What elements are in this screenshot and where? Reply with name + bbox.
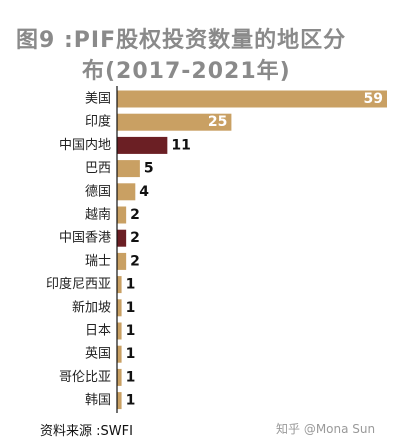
value-label-7: 2: [130, 253, 140, 269]
value-label-5: 2: [130, 207, 140, 223]
bar-4: [117, 183, 136, 201]
value-label-3: 5: [144, 161, 154, 177]
value-label-0: 59: [364, 91, 383, 107]
value-label-4: 4: [139, 184, 149, 200]
category-label-12: 哥伦比亚: [59, 370, 111, 385]
bar-7: [117, 252, 127, 270]
category-label-3: 巴西: [85, 161, 111, 176]
category-label-10: 日本: [85, 324, 111, 339]
category-label-8: 印度尼西亚: [46, 276, 111, 292]
bar-5: [117, 206, 127, 224]
category-label-4: 德国: [85, 184, 111, 199]
watermark: 知乎 @Mona Sun: [276, 422, 376, 436]
bar-3: [117, 160, 140, 178]
value-label-2: 11: [171, 137, 190, 153]
bar-2: [117, 136, 168, 154]
value-label-13: 1: [126, 393, 136, 409]
category-label-0: 美国: [85, 92, 111, 107]
category-label-2: 中国内地: [59, 137, 111, 153]
category-label-11: 英国: [85, 347, 111, 362]
category-label-6: 中国香港: [59, 231, 111, 246]
chart-title-line-2: 布(2017-2021年): [82, 59, 291, 84]
source-note: 资料来源 :SWFI: [40, 424, 133, 439]
bar-0: [117, 90, 387, 108]
value-label-6: 2: [130, 230, 140, 246]
bar-9: [117, 299, 122, 317]
value-label-10: 1: [126, 323, 136, 339]
bar-13: [117, 392, 122, 410]
bar-1: [117, 113, 232, 131]
value-label-11: 1: [126, 346, 136, 362]
bar-10: [117, 322, 122, 340]
bar-8: [117, 276, 122, 294]
category-label-9: 新加坡: [72, 299, 111, 315]
category-label-7: 瑞士: [85, 254, 111, 269]
category-label-13: 韩国: [85, 393, 111, 408]
bar-6: [117, 229, 127, 247]
category-label-1: 印度: [85, 114, 111, 130]
category-label-5: 越南: [85, 207, 111, 223]
value-label-1: 25: [208, 114, 227, 130]
bar-12: [117, 368, 122, 386]
bar-11: [117, 345, 122, 363]
bars-layer: [117, 90, 387, 410]
value-label-12: 1: [126, 369, 136, 385]
value-label-9: 1: [126, 300, 136, 316]
chart-title-line-1: 图9 :PIF股权投资数量的地区分: [16, 28, 347, 53]
value-label-8: 1: [126, 277, 136, 293]
